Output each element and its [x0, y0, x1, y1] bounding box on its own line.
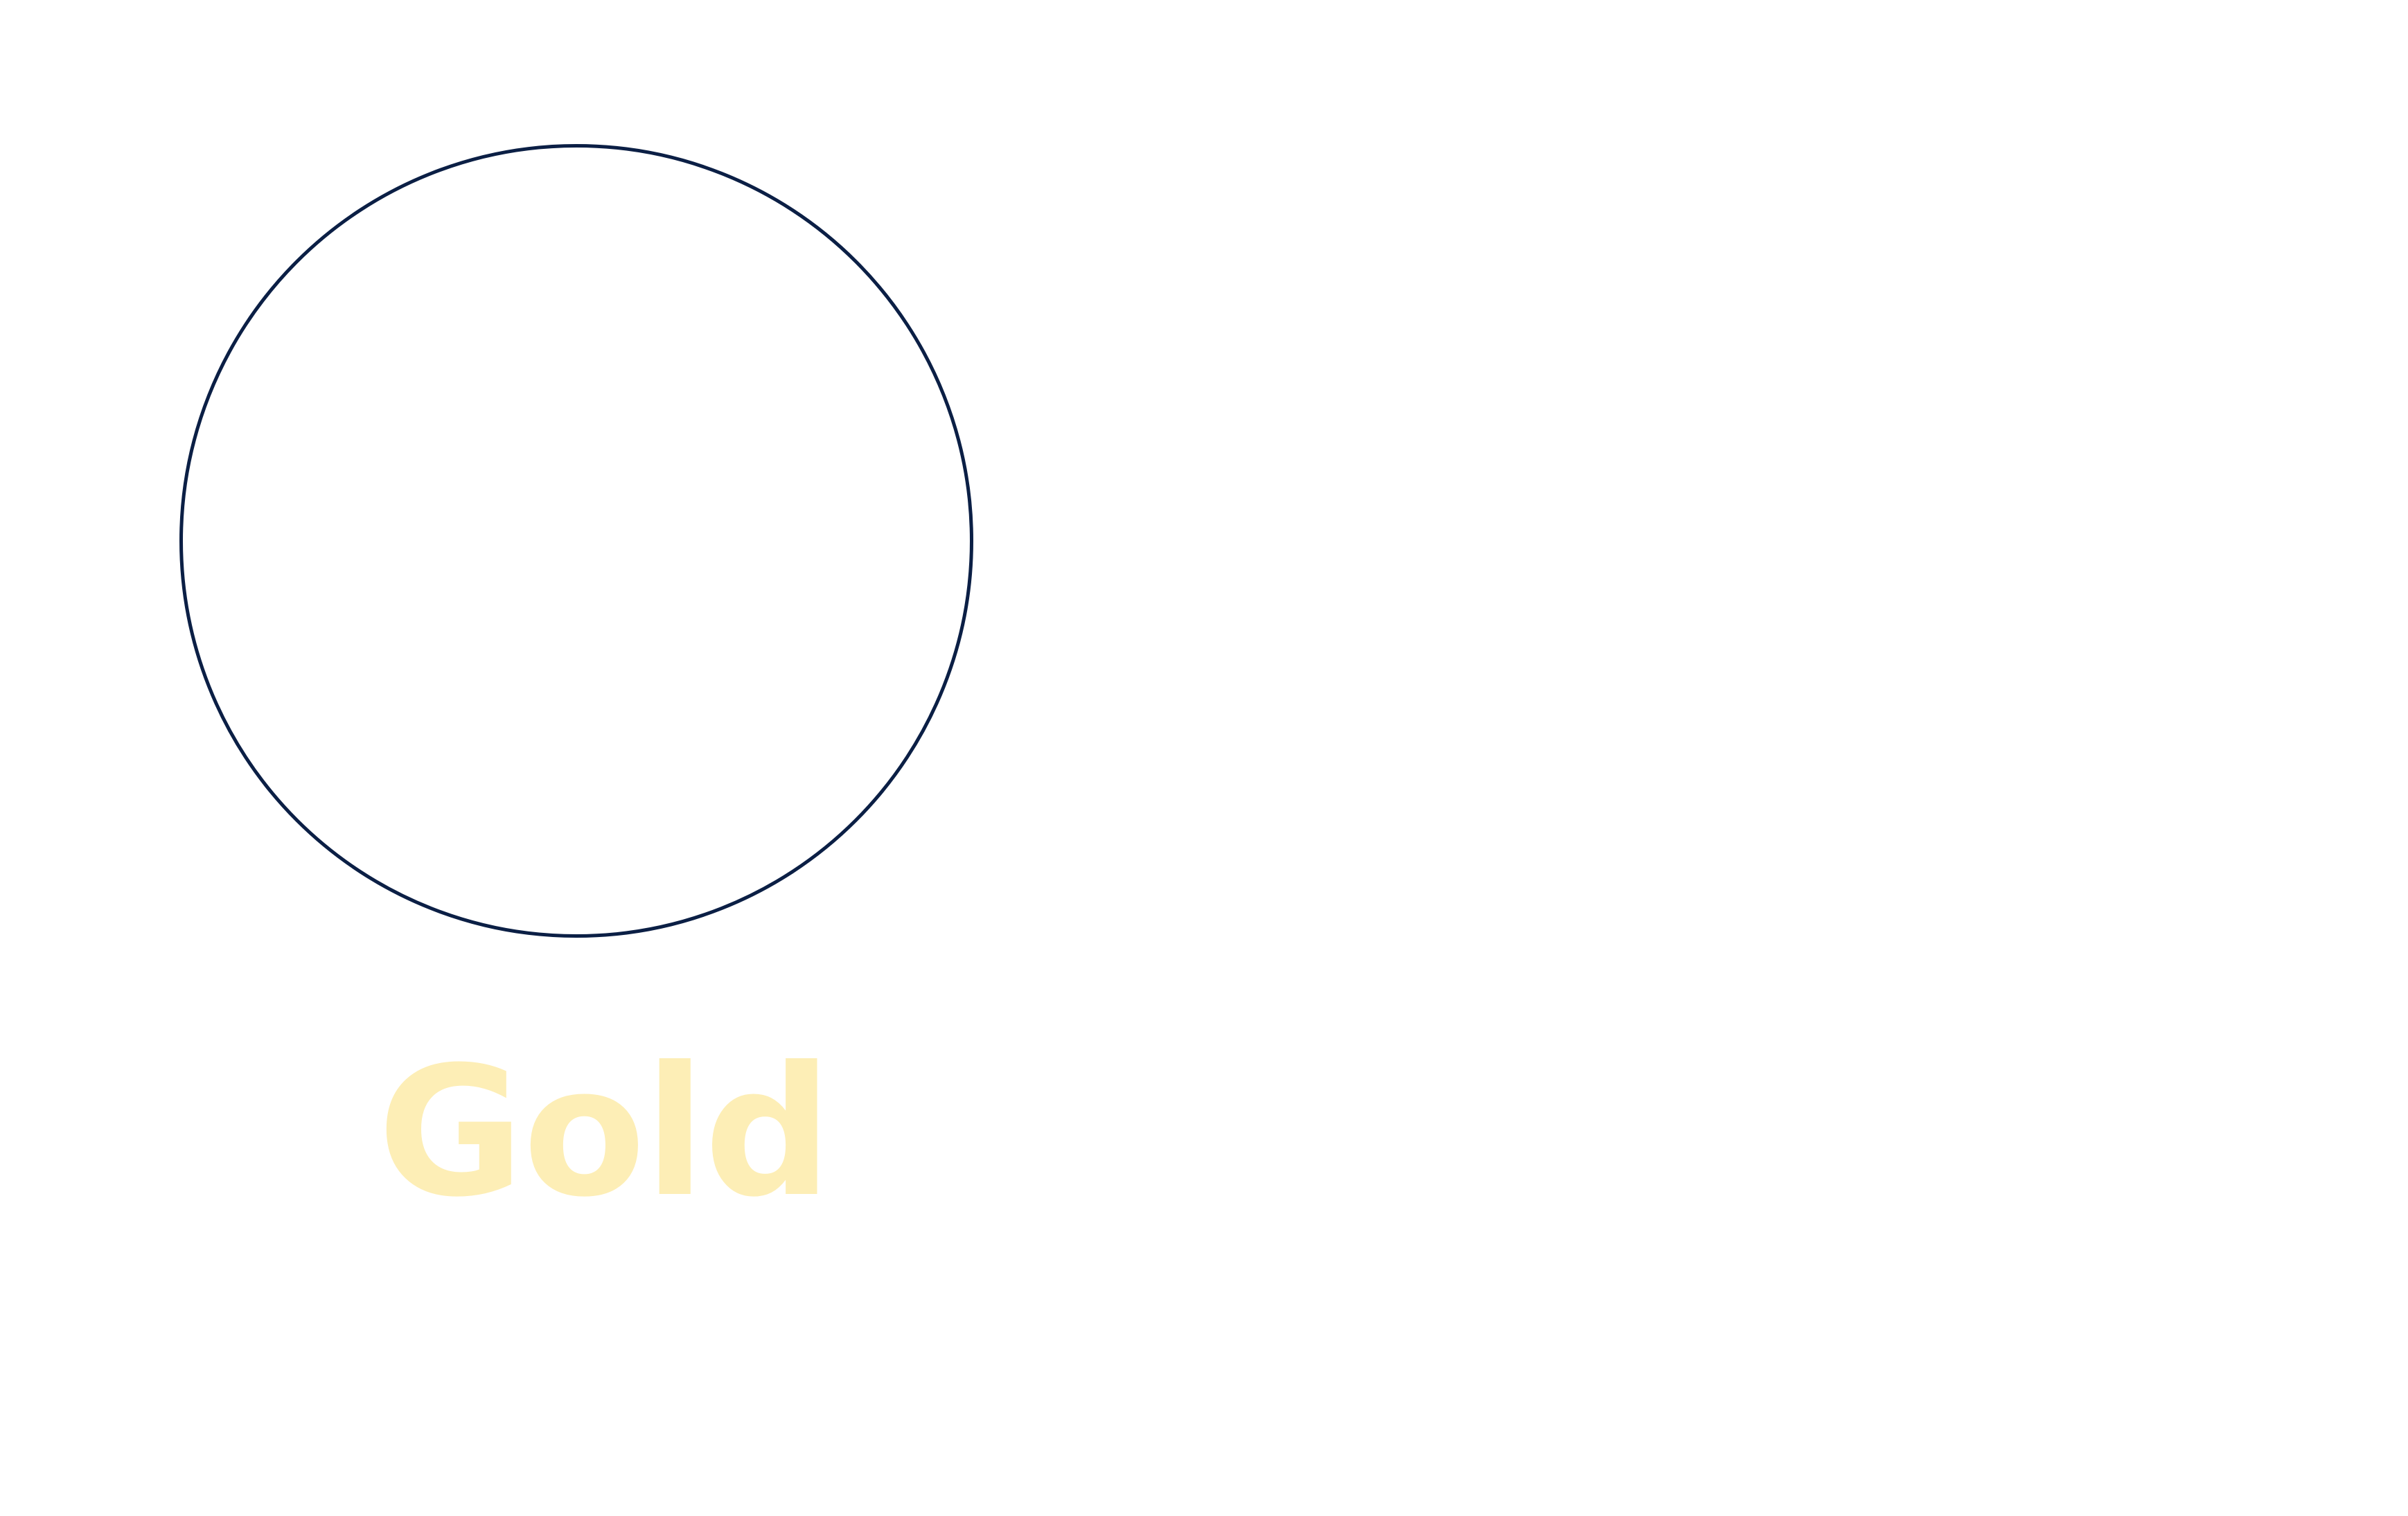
- gold-label: Gold: [378, 1028, 832, 1236]
- circle-outline: [179, 144, 973, 938]
